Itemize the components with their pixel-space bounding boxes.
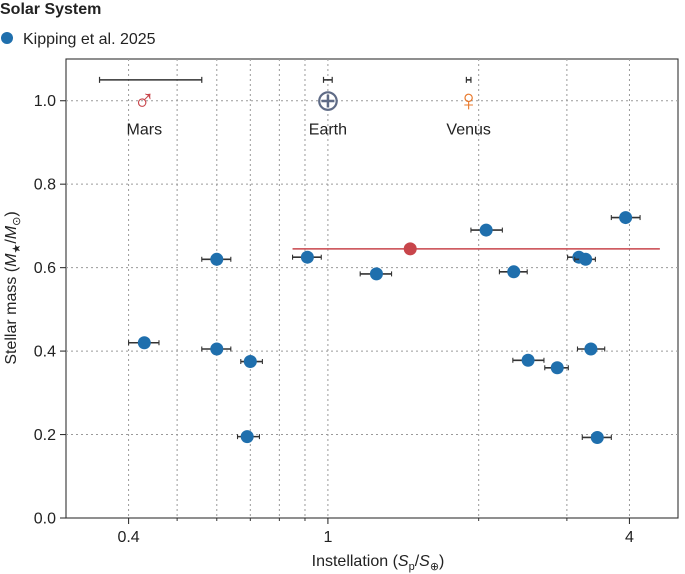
- data-point: [579, 252, 593, 266]
- legend-entry-label: Kipping et al. 2025: [23, 31, 156, 48]
- data-point: [479, 223, 493, 237]
- data-point: [300, 250, 314, 264]
- data-point: [550, 361, 564, 375]
- data-point: [590, 430, 604, 444]
- x-tick-label: 4: [625, 529, 634, 546]
- data-point: [619, 211, 633, 225]
- data-points: [128, 211, 641, 444]
- plot-area: [65, 58, 679, 519]
- earth-symbol-icon: ⊕: [315, 85, 340, 118]
- venus-symbol-icon: ♀: [457, 85, 480, 118]
- earth-label: Earth: [309, 122, 347, 139]
- y-tick-label: 1.0: [34, 93, 56, 110]
- data-point: [507, 265, 521, 279]
- mars-label: Mars: [127, 122, 163, 139]
- x-tick-label: 0.4: [117, 529, 139, 546]
- solar-system-markers: ♂ Mars ⊕ Earth ♀ Venus: [98, 76, 491, 139]
- y-tick-label: 0.6: [34, 260, 56, 277]
- y-tick-label: 0.8: [34, 177, 56, 194]
- legend: Solar System Kipping et al. 2025: [0, 1, 156, 48]
- x-tick-label: 1: [323, 529, 332, 546]
- data-point: [584, 342, 598, 356]
- y-tick-label: 0.2: [34, 427, 56, 444]
- data-point: [369, 267, 383, 281]
- data-point: [210, 342, 224, 356]
- y-axis-label: Stellar mass (M★/M⊙): [3, 211, 23, 364]
- y-tick-label: 0.4: [34, 344, 56, 361]
- x-axis-label: Instellation (Sp/S⊕): [312, 553, 445, 573]
- y-tick-label: 0.0: [34, 511, 56, 528]
- data-point: [210, 252, 224, 266]
- legend-marker-icon: [1, 32, 13, 44]
- data-point: [240, 430, 254, 444]
- data-point: [137, 336, 151, 350]
- axes: 0.4 1 4 0.0 0.2 0.4 0.6 0.8 1.0: [34, 93, 634, 546]
- highlight-layer: [292, 242, 660, 256]
- legend-title: Solar System: [0, 1, 101, 18]
- mars-symbol-icon: ♂: [133, 85, 156, 118]
- grid: [66, 59, 678, 518]
- data-point: [521, 353, 535, 367]
- highlight-point: [403, 242, 417, 256]
- data-point: [243, 355, 257, 369]
- venus-label: Venus: [446, 122, 490, 139]
